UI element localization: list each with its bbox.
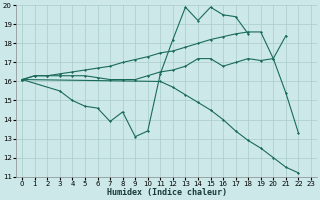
X-axis label: Humidex (Indice chaleur): Humidex (Indice chaleur)	[107, 188, 227, 197]
